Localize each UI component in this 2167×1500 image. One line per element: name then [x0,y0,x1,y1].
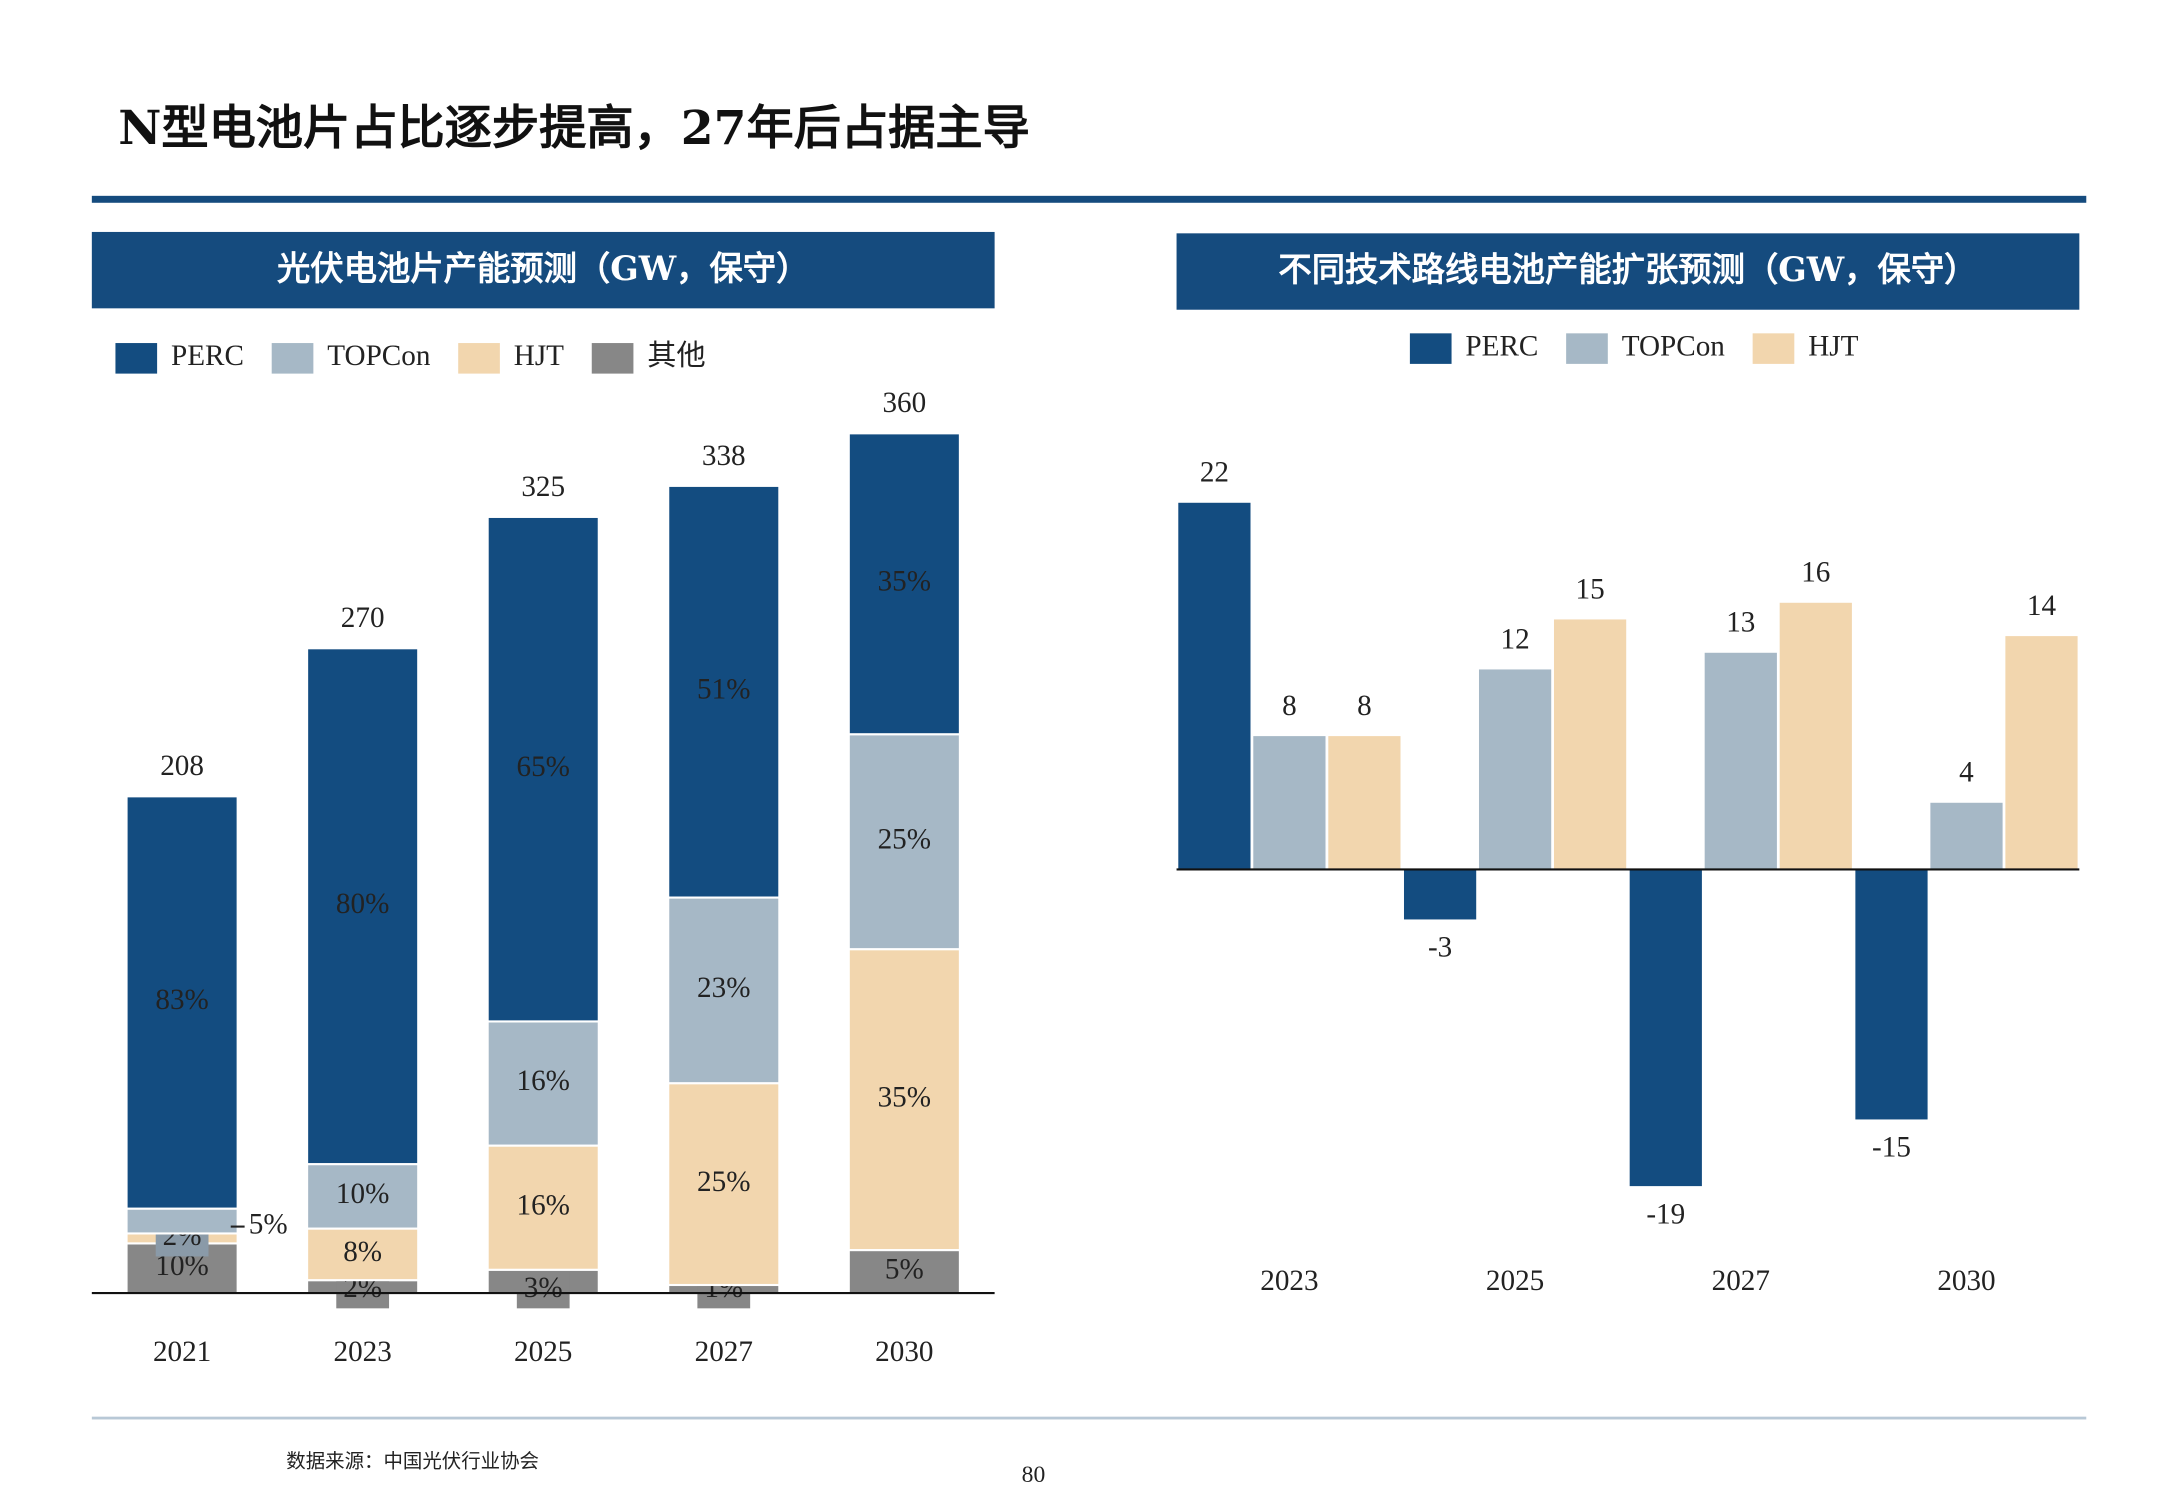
total-label: 360 [882,387,926,419]
bar-segment [306,1163,420,1230]
total-label: 208 [160,750,204,782]
data-label: -3 [1428,932,1452,964]
legend-label: HJT [1808,330,1858,362]
bar-segment [125,795,239,1210]
panel-title: 光伏电池片产能预测（GW，保守） [277,249,809,288]
data-label: 25% [878,823,931,855]
bar [1779,602,1852,870]
panel-title: 不同技术路线电池产能扩张预测（GW，保守） [1278,250,1977,289]
source-note: 数据来源：中国光伏行业协会 [286,1450,539,1473]
bar-segment [486,1144,600,1271]
x-tick-label: 2023 [1260,1265,1318,1297]
data-label: 5% [249,1208,288,1240]
data-label: 5% [885,1253,924,1285]
data-label: 13 [1726,607,1755,639]
x-tick-label: 2027 [1712,1265,1770,1297]
legend-swatch [458,343,500,374]
bar [1478,669,1552,870]
legend-label: HJT [514,340,564,372]
page-title: N型电池片占比逐步提高，27年后占据主导 [118,101,1030,156]
title-rule [91,195,2087,203]
bar-segment [847,948,961,1252]
panel-header [91,231,995,309]
data-label: 80% [336,888,389,920]
data-label: 51% [697,673,750,705]
legend-label: 其他 [647,339,705,372]
bar-segment [667,1082,781,1287]
legend-swatch [591,343,634,374]
data-label: 22 [1200,457,1229,489]
data-label: 16% [516,1065,569,1097]
bar [1328,736,1401,870]
legend-swatch [271,343,314,374]
data-label: 16 [1801,557,1830,589]
page-number: 80 [1022,1462,1046,1488]
bar [1930,802,2003,870]
data-label: 8 [1282,690,1297,722]
label-box [516,1272,570,1309]
x-tick-label: 2030 [1937,1265,1995,1297]
footer-rule [91,1416,2087,1420]
bar-segment [667,484,781,899]
total-label: 270 [341,602,385,634]
data-label: 35% [878,565,931,597]
bar-segment [486,515,600,1023]
bar [1704,652,1777,870]
bar [2005,636,2078,870]
data-label: 4 [1959,757,1974,789]
data-label: 65% [516,751,569,783]
bar [1553,619,1627,870]
bar-segment [486,1020,600,1147]
legend-label: PERC [171,340,244,372]
bar-segment [125,1207,239,1235]
data-label: 8% [343,1236,382,1268]
legend-label: TOPCon [1622,330,1726,362]
legend-swatch [1409,333,1452,364]
panel-header [1176,233,2080,310]
data-label: 23% [697,972,750,1004]
data-label: -19 [1646,1198,1685,1230]
legend-swatch [115,343,158,374]
bar [1253,736,1326,870]
legend-label: PERC [1465,330,1538,362]
data-label: 35% [878,1081,931,1113]
bar-segment [847,733,961,951]
data-label: 10% [336,1178,389,1210]
legend-label: TOPCon [327,340,431,372]
bar [1403,869,1477,920]
x-tick-label: 2030 [875,1336,933,1368]
bar-segment [667,896,781,1085]
x-tick-label: 2025 [514,1336,572,1368]
x-tick-label: 2025 [1486,1265,1544,1297]
data-label: 8 [1357,690,1372,722]
data-label: 15 [1576,573,1605,605]
data-label: -15 [1872,1132,1911,1164]
bar [1178,502,1251,870]
data-label: 16% [516,1189,569,1221]
total-label: 325 [521,471,565,503]
x-tick-label: 2027 [695,1336,753,1368]
data-label: 3% [524,1272,563,1304]
bar-segment [306,647,420,1166]
bar-segment [306,1227,420,1282]
data-label: 12 [1501,623,1530,655]
total-label: 338 [702,440,746,472]
bar [1629,869,1702,1187]
bar [1855,869,1928,1120]
x-tick-label: 2023 [334,1336,392,1368]
bar-segment [847,432,961,736]
legend-swatch [1752,333,1795,364]
x-tick-label: 2021 [153,1336,211,1368]
data-label: 25% [697,1166,750,1198]
data-label: 14 [2027,590,2057,622]
data-label: 83% [155,984,208,1016]
legend-swatch [1566,333,1608,364]
